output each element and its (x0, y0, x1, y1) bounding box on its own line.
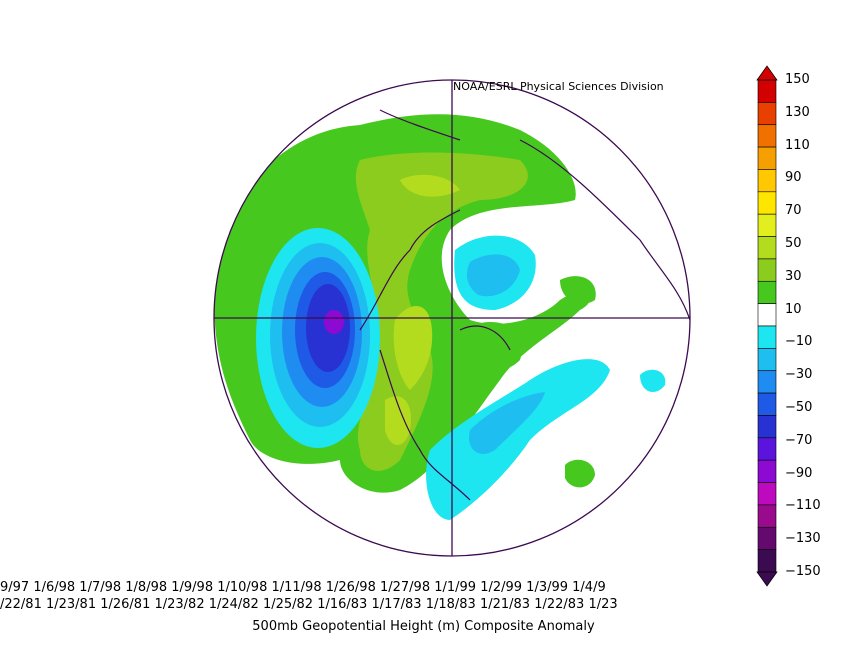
colorbar-tick-label: −110 (785, 498, 821, 514)
pacific-trough-core (324, 310, 344, 334)
colorbar-swatch (757, 549, 777, 573)
credit-label: NOAA/ESRL Physical Sciences Division (453, 80, 664, 93)
map-title: 500mb Geopotential Height (m) Composite … (252, 619, 595, 634)
colorbar-tick-label: −10 (785, 334, 813, 350)
colorbar-swatch (757, 124, 777, 148)
colorbar-tick-label: −130 (785, 531, 821, 547)
colorbar-swatch (757, 79, 777, 103)
colorbar-tick-label: 10 (785, 301, 802, 317)
colorbar-swatch (757, 146, 777, 170)
colorbar-swatch (757, 415, 777, 439)
colorbar-swatch (757, 236, 777, 260)
colorbar-tick-label: 130 (785, 104, 810, 120)
colorbar-tick-label: −70 (785, 432, 813, 448)
colorbar-tick-label: 50 (785, 236, 802, 251)
colorbar-tick-label: −90 (785, 465, 813, 481)
colorbar-tick-label: 110 (785, 137, 810, 153)
colorbar-swatch (757, 258, 777, 282)
coastlines (359, 109, 690, 501)
colorbar-top-arrow (756, 65, 778, 81)
colorbar-swatch (757, 213, 777, 237)
positive-anomaly-peak (385, 174, 460, 445)
colorbar-swatch (757, 526, 777, 550)
colorbar-swatches (757, 79, 777, 573)
colorbar-swatch (757, 437, 777, 461)
colorbar-swatch (757, 303, 777, 327)
colorbar-swatch (757, 482, 777, 506)
colorbar-swatch (757, 191, 777, 215)
dates-line-1: 9/97 1/6/98 1/7/98 1/8/98 1/9/98 1/10/98… (0, 580, 606, 595)
colorbar-swatch (757, 348, 777, 372)
positive-anomaly-core (355, 152, 528, 471)
colorbar-tick-label: 70 (785, 203, 802, 219)
colorbar-swatch (757, 280, 777, 304)
colorbar-swatch (757, 102, 777, 126)
colorbar-swatch (757, 459, 777, 483)
colorbar-bottom-arrow (756, 571, 778, 587)
colorbar-swatch (757, 325, 777, 349)
colorbar-tick-label: −30 (785, 367, 813, 383)
colorbar-tick-label: 90 (785, 170, 802, 186)
negative-anomaly-arctic-core (466, 254, 545, 454)
colorbar-swatch (757, 370, 777, 394)
colorbar-tick-label: 30 (785, 268, 802, 284)
colorbar-tick-label: 150 (785, 72, 810, 87)
colorbar-tick-label: −150 (785, 564, 821, 579)
colorbar-swatch (757, 169, 777, 193)
colorbar-swatch (757, 392, 777, 416)
colorbar-tick-label: −50 (785, 400, 813, 415)
colorbar-swatch (757, 504, 777, 528)
positive-anomaly-east (460, 276, 596, 488)
negative-anomaly-atlantic (426, 359, 666, 520)
dates-line-2: /22/81 1/23/81 1/26/81 1/23/82 1/24/82 1… (0, 597, 618, 612)
